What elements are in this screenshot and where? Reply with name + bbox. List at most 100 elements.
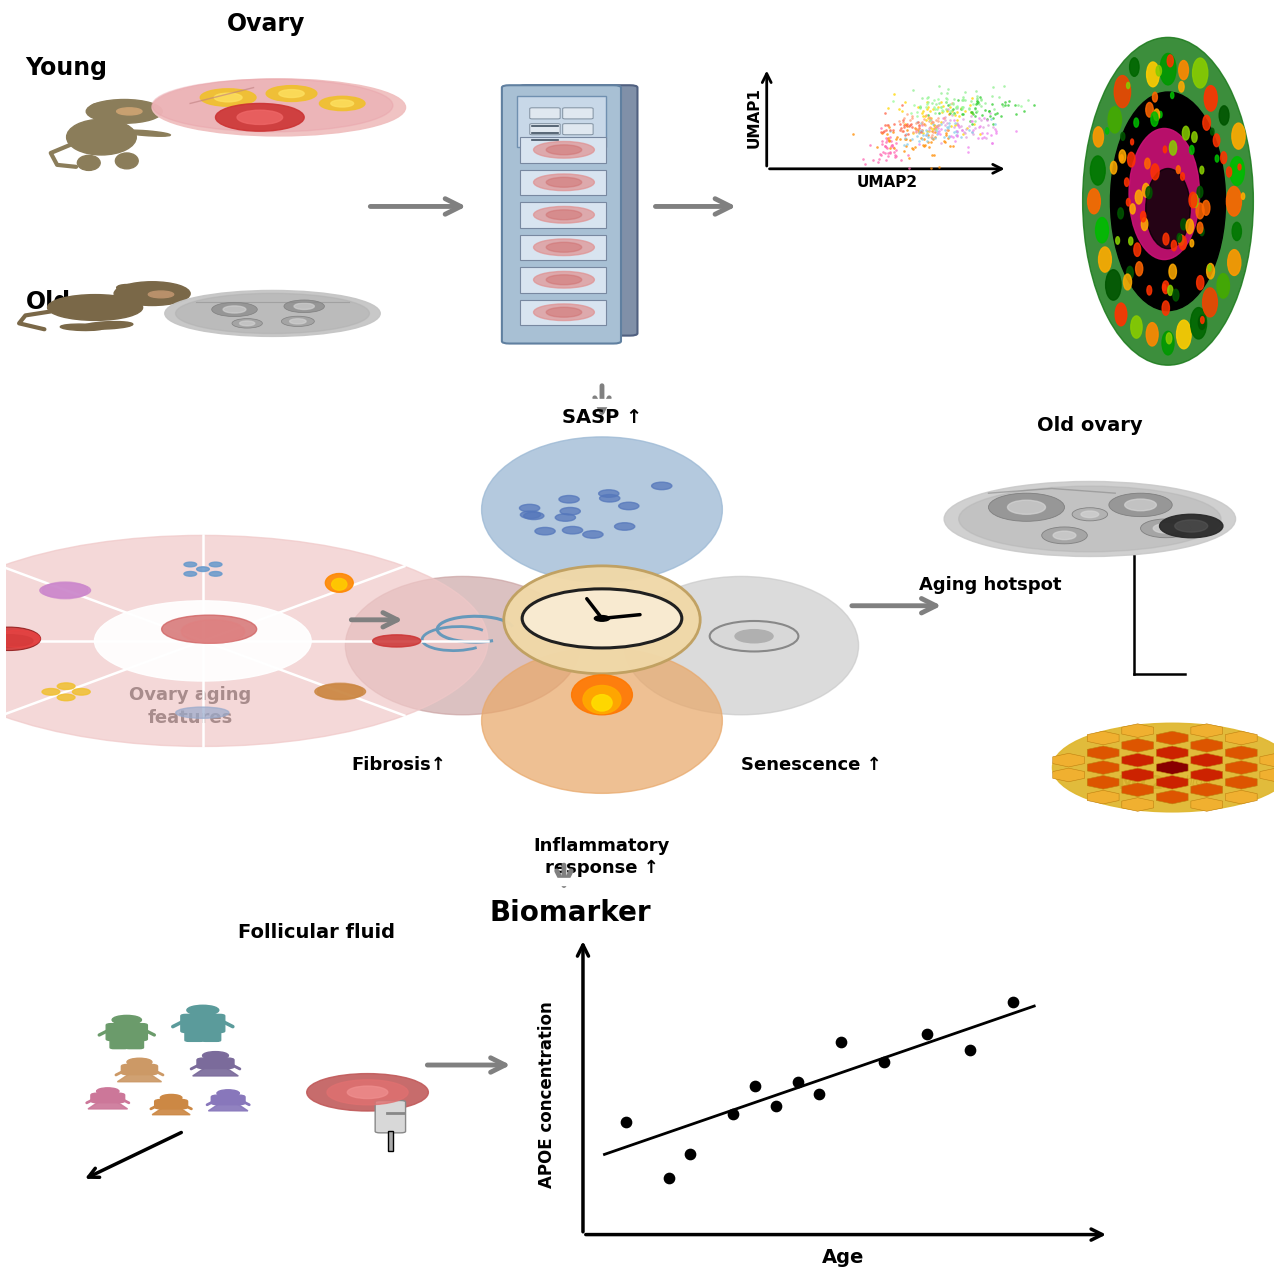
Circle shape	[1146, 102, 1153, 118]
Point	[881, 130, 901, 151]
Point	[975, 100, 996, 120]
Circle shape	[1153, 109, 1160, 120]
Point	[910, 96, 931, 116]
Point	[927, 116, 947, 137]
Point	[922, 144, 942, 165]
Circle shape	[556, 514, 576, 521]
Point	[938, 98, 959, 119]
Point	[920, 157, 941, 178]
Circle shape	[1096, 217, 1108, 243]
Circle shape	[1197, 222, 1203, 234]
Polygon shape	[1087, 746, 1119, 759]
Point	[995, 75, 1015, 96]
Point	[942, 101, 963, 121]
Circle shape	[237, 110, 283, 124]
Ellipse shape	[0, 635, 33, 647]
Point	[876, 151, 896, 171]
Point	[947, 97, 968, 118]
Point	[919, 111, 940, 132]
Ellipse shape	[547, 178, 581, 188]
Point	[960, 1040, 980, 1061]
Text: Senescence ↑: Senescence ↑	[741, 757, 882, 774]
Point	[931, 92, 951, 112]
Circle shape	[1164, 146, 1167, 153]
Point	[965, 118, 986, 138]
Circle shape	[1098, 247, 1111, 272]
Point	[893, 111, 914, 132]
Circle shape	[58, 694, 76, 700]
Point	[942, 92, 963, 112]
Polygon shape	[1156, 731, 1188, 745]
Circle shape	[1162, 300, 1170, 316]
FancyBboxPatch shape	[202, 1029, 220, 1042]
Ellipse shape	[945, 482, 1235, 556]
Point	[924, 96, 945, 116]
Point	[993, 96, 1014, 116]
Circle shape	[42, 689, 60, 695]
Point	[972, 123, 992, 143]
Point	[900, 148, 920, 169]
Circle shape	[0, 630, 40, 647]
Point	[936, 100, 956, 120]
Ellipse shape	[547, 275, 581, 285]
Point	[931, 97, 951, 118]
Point	[876, 128, 896, 148]
Point	[959, 116, 979, 137]
Point	[913, 121, 933, 142]
Circle shape	[1176, 166, 1180, 174]
Point	[886, 127, 906, 147]
Point	[934, 110, 955, 130]
Point	[890, 111, 910, 132]
Point	[937, 120, 957, 141]
Circle shape	[1171, 92, 1174, 98]
Point	[924, 102, 945, 123]
Point	[842, 124, 863, 144]
Ellipse shape	[152, 79, 406, 135]
Circle shape	[58, 682, 76, 689]
Circle shape	[988, 493, 1065, 521]
Point	[938, 79, 959, 100]
Circle shape	[0, 627, 41, 651]
Point	[883, 137, 904, 157]
Point	[979, 101, 1000, 121]
Point	[886, 144, 906, 165]
Point	[915, 110, 936, 130]
Circle shape	[1120, 155, 1124, 161]
Circle shape	[216, 1090, 239, 1097]
Circle shape	[1108, 493, 1172, 516]
Point	[877, 128, 897, 148]
Point	[982, 86, 1002, 106]
Point	[936, 88, 956, 109]
Polygon shape	[1190, 723, 1222, 737]
Circle shape	[1151, 112, 1158, 127]
Point	[896, 133, 916, 153]
Circle shape	[1125, 498, 1156, 511]
Point	[745, 1076, 765, 1097]
Point	[909, 118, 929, 138]
Point	[955, 89, 975, 110]
Polygon shape	[1156, 760, 1188, 774]
Point	[873, 142, 893, 162]
Point	[973, 127, 993, 147]
Circle shape	[232, 318, 262, 328]
Circle shape	[1153, 524, 1179, 533]
Point	[933, 96, 954, 116]
Point	[928, 115, 948, 135]
Point	[893, 141, 914, 161]
Point	[892, 110, 913, 130]
Point	[909, 115, 929, 135]
FancyBboxPatch shape	[125, 1036, 143, 1049]
Point	[878, 143, 899, 164]
Point	[931, 133, 951, 153]
Circle shape	[1115, 303, 1126, 326]
Point	[938, 104, 959, 124]
Ellipse shape	[325, 574, 353, 592]
Circle shape	[1204, 86, 1217, 111]
Point	[952, 91, 973, 111]
Text: Old ovary: Old ovary	[1037, 415, 1143, 435]
Point	[895, 116, 915, 137]
Point	[980, 109, 1001, 129]
Polygon shape	[1121, 768, 1153, 782]
Circle shape	[210, 571, 221, 576]
Circle shape	[202, 1052, 228, 1059]
